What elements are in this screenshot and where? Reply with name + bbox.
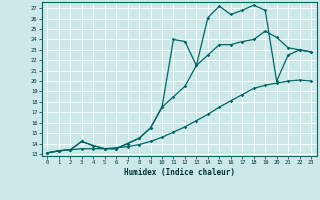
X-axis label: Humidex (Indice chaleur): Humidex (Indice chaleur) xyxy=(124,168,235,177)
